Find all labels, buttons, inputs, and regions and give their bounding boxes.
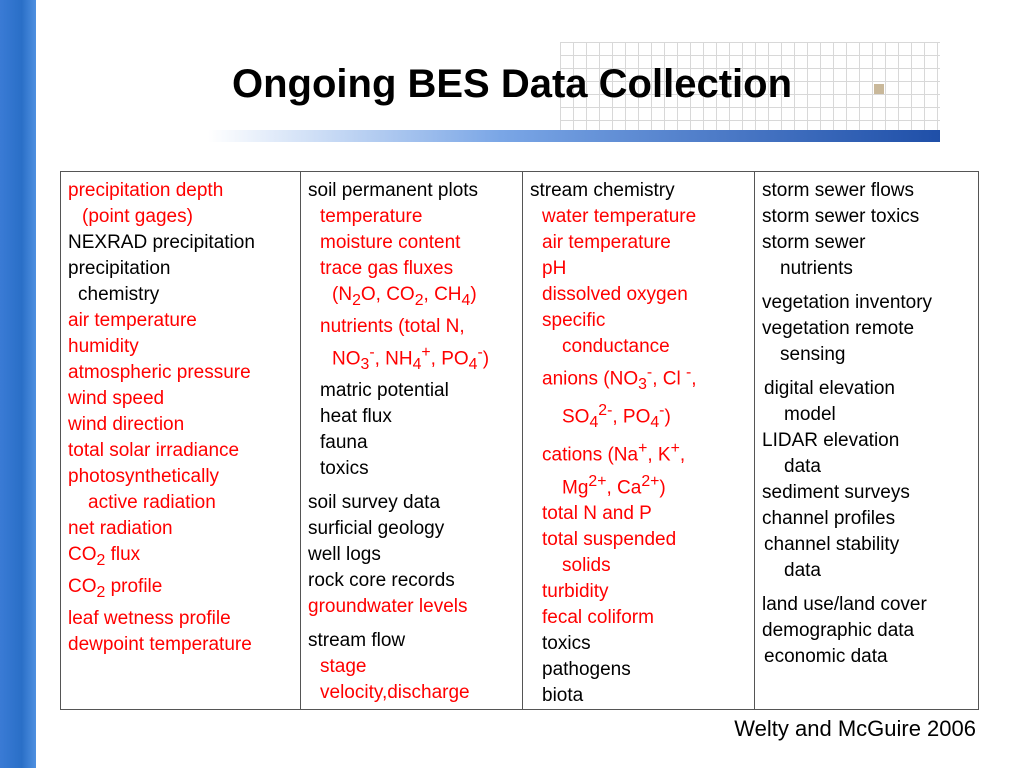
list-item: nutrients (total N, — [320, 315, 465, 337]
list-item: solids — [562, 554, 611, 576]
list-item: pH — [542, 258, 567, 279]
slide-title: Ongoing BES Data Collection — [231, 62, 793, 106]
list-item: (point gages) — [82, 206, 193, 227]
list-item: leaf wetness profile — [68, 607, 231, 629]
list-item: CO2 profile — [68, 575, 163, 601]
list-item: trace gas fluxes — [320, 258, 454, 279]
list-item: sensing — [780, 344, 846, 365]
list-item: velocity,discharge — [320, 681, 470, 703]
list-item: total solar irradiance — [68, 440, 240, 461]
list-item: channel profiles — [762, 508, 896, 529]
list-item: vegetation inventory — [762, 292, 933, 313]
list-item: SO42-, PO4-) — [562, 402, 671, 432]
column-meteorology: precipitation depth (point gages) NEXRAD p… — [60, 171, 301, 710]
list-item: total N and P — [542, 502, 652, 524]
list-item: pathogens — [542, 658, 631, 680]
list-item: storm sewer flows — [762, 180, 915, 201]
list-item: NEXRAD precipitation — [68, 232, 255, 253]
list-item: soil permanent plots — [308, 180, 479, 201]
list-item: humidity — [68, 336, 139, 357]
list-item: channel stability — [764, 534, 900, 555]
list-item: net radiation — [68, 518, 173, 539]
list-item: Mg2+, Ca2+) — [562, 472, 666, 498]
list-item: atmospheric pressure — [68, 362, 251, 383]
list-item: air temperature — [542, 232, 671, 253]
list-item: turbidity — [542, 580, 609, 602]
list-item: dewpoint temperature — [68, 633, 252, 655]
list-item: well logs — [308, 543, 381, 565]
list-item: total suspended — [542, 528, 677, 550]
column-stream: stream chemistry water temperature air tem… — [522, 171, 755, 710]
list-item: surficial geology — [308, 517, 445, 539]
citation: Welty and McGuire 2006 — [734, 716, 976, 741]
list-item: soil survey data — [308, 491, 441, 513]
list-item: cations (Na+, K+, — [542, 440, 686, 466]
list-item: (N2O, CO2, CH4) — [332, 284, 477, 309]
list-item: demographic data — [762, 620, 915, 641]
left-accent-bar — [0, 0, 36, 768]
decorative-square — [874, 84, 884, 94]
column-urban-landscape: storm sewer flows storm sewer toxics storm… — [754, 171, 979, 710]
list-item: CO2 flux — [68, 544, 141, 569]
list-item: fauna — [320, 431, 368, 453]
list-item: matric potential — [320, 379, 449, 401]
list-item: wind direction — [68, 414, 185, 435]
list-item: LIDAR elevation — [762, 430, 900, 451]
list-item: toxics — [542, 632, 591, 654]
data-collection-table: precipitation depth (point gages) NEXRAD p… — [60, 171, 979, 710]
list-item: model — [784, 404, 836, 425]
list-item: nutrients — [780, 258, 853, 279]
list-item: rock core records — [308, 569, 455, 591]
list-item: NO3-, NH4+, PO4-) — [332, 343, 490, 373]
list-item: data — [784, 560, 821, 581]
list-item: toxics — [320, 457, 369, 479]
list-item: stream chemistry — [530, 180, 675, 201]
list-item: economic data — [764, 646, 888, 667]
list-item: sediment surveys — [762, 482, 910, 503]
list-item: precipitation — [68, 258, 171, 279]
list-item: stream flow — [308, 629, 406, 651]
list-item: precipitation depth — [68, 180, 224, 201]
table-row: precipitation depth (point gages) NEXRAD p… — [60, 171, 979, 710]
list-item: water temperature — [542, 206, 697, 227]
list-item: specific — [542, 310, 606, 331]
list-item: digital elevation — [764, 378, 895, 399]
list-item: data — [784, 456, 821, 477]
list-item: groundwater levels — [308, 595, 468, 617]
list-item: storm sewer — [762, 232, 866, 253]
list-item: conductance — [562, 336, 670, 357]
list-item: vegetation remote — [762, 318, 915, 339]
title-underline — [208, 130, 940, 142]
list-item: stage — [320, 655, 367, 677]
list-item: dissolved oxygen — [542, 284, 688, 305]
list-item: chemistry — [78, 284, 160, 305]
list-item: fecal coliform — [542, 606, 654, 628]
list-item: heat flux — [320, 405, 392, 427]
list-item: land use/land cover — [762, 594, 927, 615]
list-item: photosynthetically — [68, 466, 220, 487]
list-item: moisture content — [320, 232, 461, 253]
list-item: storm sewer toxics — [762, 206, 920, 227]
list-item: wind speed — [68, 388, 165, 409]
list-item: biota — [542, 684, 584, 706]
list-item: air temperature — [68, 310, 197, 331]
column-soil-groundwater: soil permanent plots temperature moisture … — [300, 171, 523, 710]
list-item: anions (NO3-, Cl -, — [542, 364, 697, 394]
list-item: temperature — [320, 206, 423, 227]
list-item: active radiation — [88, 492, 216, 513]
